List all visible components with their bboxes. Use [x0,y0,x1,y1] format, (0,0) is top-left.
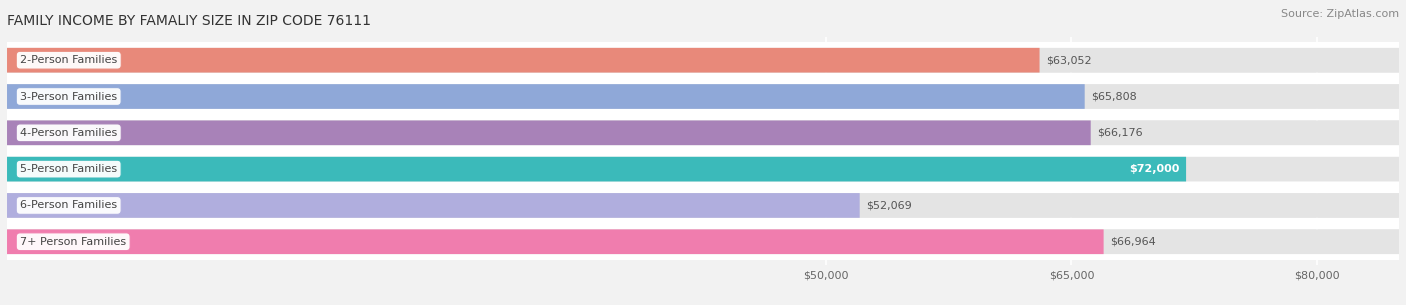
FancyBboxPatch shape [7,193,1399,218]
Text: 5-Person Families: 5-Person Families [20,164,117,174]
Bar [7,109,1399,115]
Text: 2-Person Families: 2-Person Families [20,55,117,65]
FancyBboxPatch shape [7,48,1399,73]
Bar [7,151,1399,157]
FancyBboxPatch shape [7,84,1084,109]
Text: $66,176: $66,176 [1097,128,1143,138]
Bar [7,254,1399,260]
Bar [7,78,1399,84]
FancyBboxPatch shape [7,157,1187,181]
Bar [7,218,1399,224]
Bar [7,224,1399,229]
Bar [7,115,1399,120]
Bar [7,145,1399,151]
FancyBboxPatch shape [7,84,1399,109]
FancyBboxPatch shape [7,229,1104,254]
Bar [7,181,1399,187]
FancyBboxPatch shape [7,48,1039,73]
Text: FAMILY INCOME BY FAMALIY SIZE IN ZIP CODE 76111: FAMILY INCOME BY FAMALIY SIZE IN ZIP COD… [7,15,371,28]
FancyBboxPatch shape [7,157,1399,181]
Text: Source: ZipAtlas.com: Source: ZipAtlas.com [1281,9,1399,19]
FancyBboxPatch shape [7,120,1091,145]
Text: 3-Person Families: 3-Person Families [20,92,117,102]
Text: $72,000: $72,000 [1129,164,1180,174]
Bar [7,187,1399,193]
Text: $52,069: $52,069 [866,200,912,210]
Text: 7+ Person Families: 7+ Person Families [20,237,127,247]
Text: 6-Person Families: 6-Person Families [20,200,117,210]
FancyBboxPatch shape [7,120,1399,145]
FancyBboxPatch shape [7,229,1399,254]
Text: $65,808: $65,808 [1091,92,1137,102]
Bar [7,73,1399,78]
Text: 4-Person Families: 4-Person Families [20,128,117,138]
FancyBboxPatch shape [7,193,859,218]
Bar [7,42,1399,48]
Text: $66,964: $66,964 [1111,237,1156,247]
Text: $63,052: $63,052 [1046,55,1091,65]
